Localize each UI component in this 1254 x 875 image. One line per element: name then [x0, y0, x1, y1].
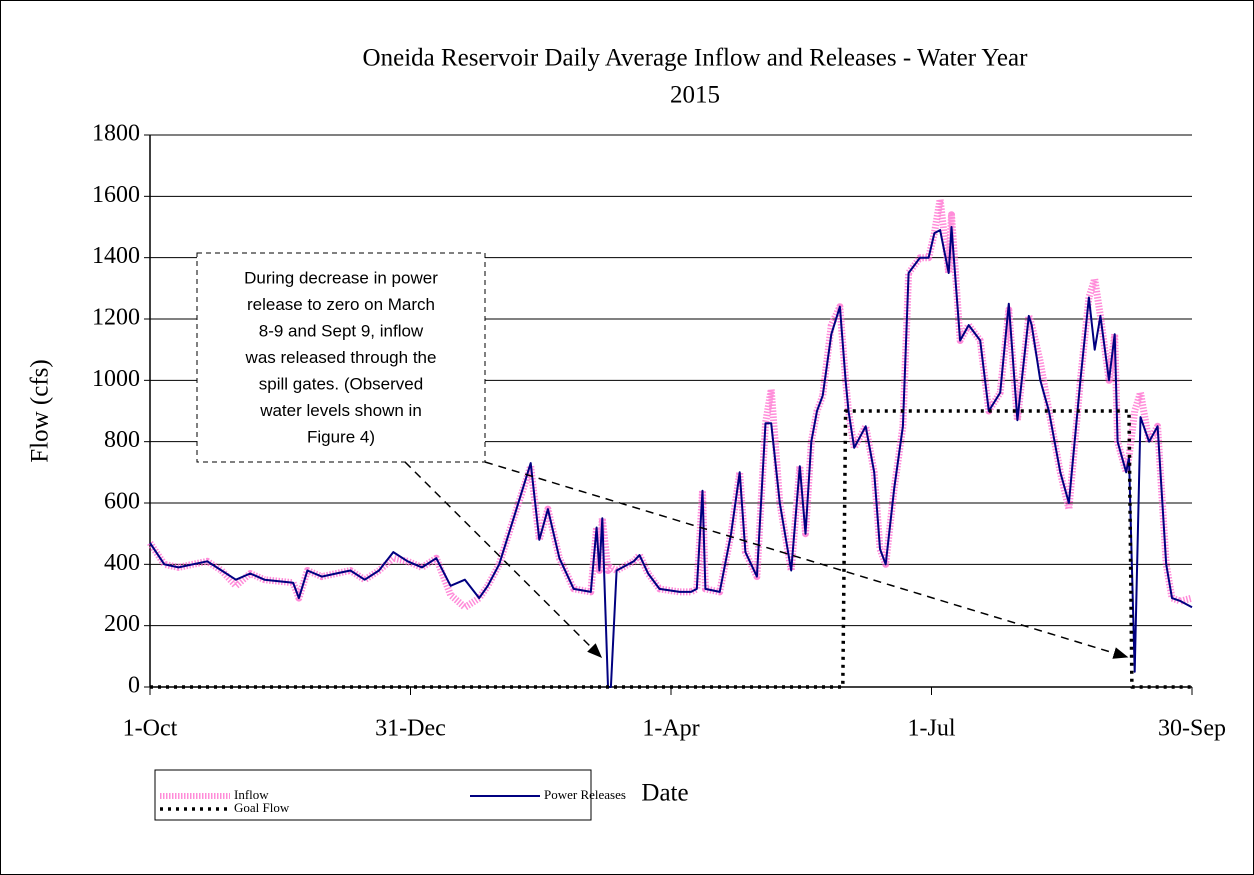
- annotation-box: [196, 252, 486, 463]
- y-tick-label: 800: [104, 427, 140, 453]
- legend-label: Goal Flow: [234, 800, 290, 815]
- y-tick-label: 0: [128, 673, 140, 699]
- y-tick-label: 400: [104, 550, 140, 576]
- x-tick-label: 1-Apr: [642, 716, 699, 742]
- chart-title: 2015: [670, 82, 720, 109]
- x-tick-label: 1-Oct: [123, 716, 178, 742]
- annotation-text: 8-9 and Sept 9, inflow: [259, 321, 424, 340]
- x-tick-label: 30-Sep: [1158, 716, 1226, 742]
- annotation-text: During decrease in power: [244, 268, 438, 287]
- x-tick-label: 1-Jul: [908, 716, 956, 742]
- y-axis-title: Flow (cfs): [27, 359, 54, 462]
- series-line: [150, 409, 1192, 689]
- annotation-text: spill gates. (Observed: [259, 374, 423, 393]
- legend-label: Power Releases: [544, 787, 626, 802]
- annotation-text: release to zero on March: [247, 295, 435, 314]
- x-tick-label: 31-Dec: [375, 716, 446, 742]
- legend-label: Inflow: [234, 787, 269, 802]
- series-line: [149, 226, 1193, 688]
- annotation-arrow: [404, 461, 603, 659]
- annotation-text: Figure 4): [307, 427, 375, 446]
- annotation-text: was released through the: [245, 348, 437, 367]
- y-tick-label: 1200: [92, 305, 140, 331]
- annotation-text: water levels shown in: [259, 401, 422, 420]
- chart-title: Oneida Reservoir Daily Average Inflow an…: [363, 45, 1029, 72]
- y-tick-label: 1800: [92, 121, 140, 147]
- y-tick-label: 1400: [92, 243, 140, 269]
- y-tick-label: 200: [104, 611, 140, 637]
- y-tick-label: 600: [104, 489, 140, 515]
- y-tick-label: 1600: [92, 182, 140, 208]
- x-axis-title: Date: [641, 780, 688, 807]
- y-tick-label: 1000: [92, 366, 140, 392]
